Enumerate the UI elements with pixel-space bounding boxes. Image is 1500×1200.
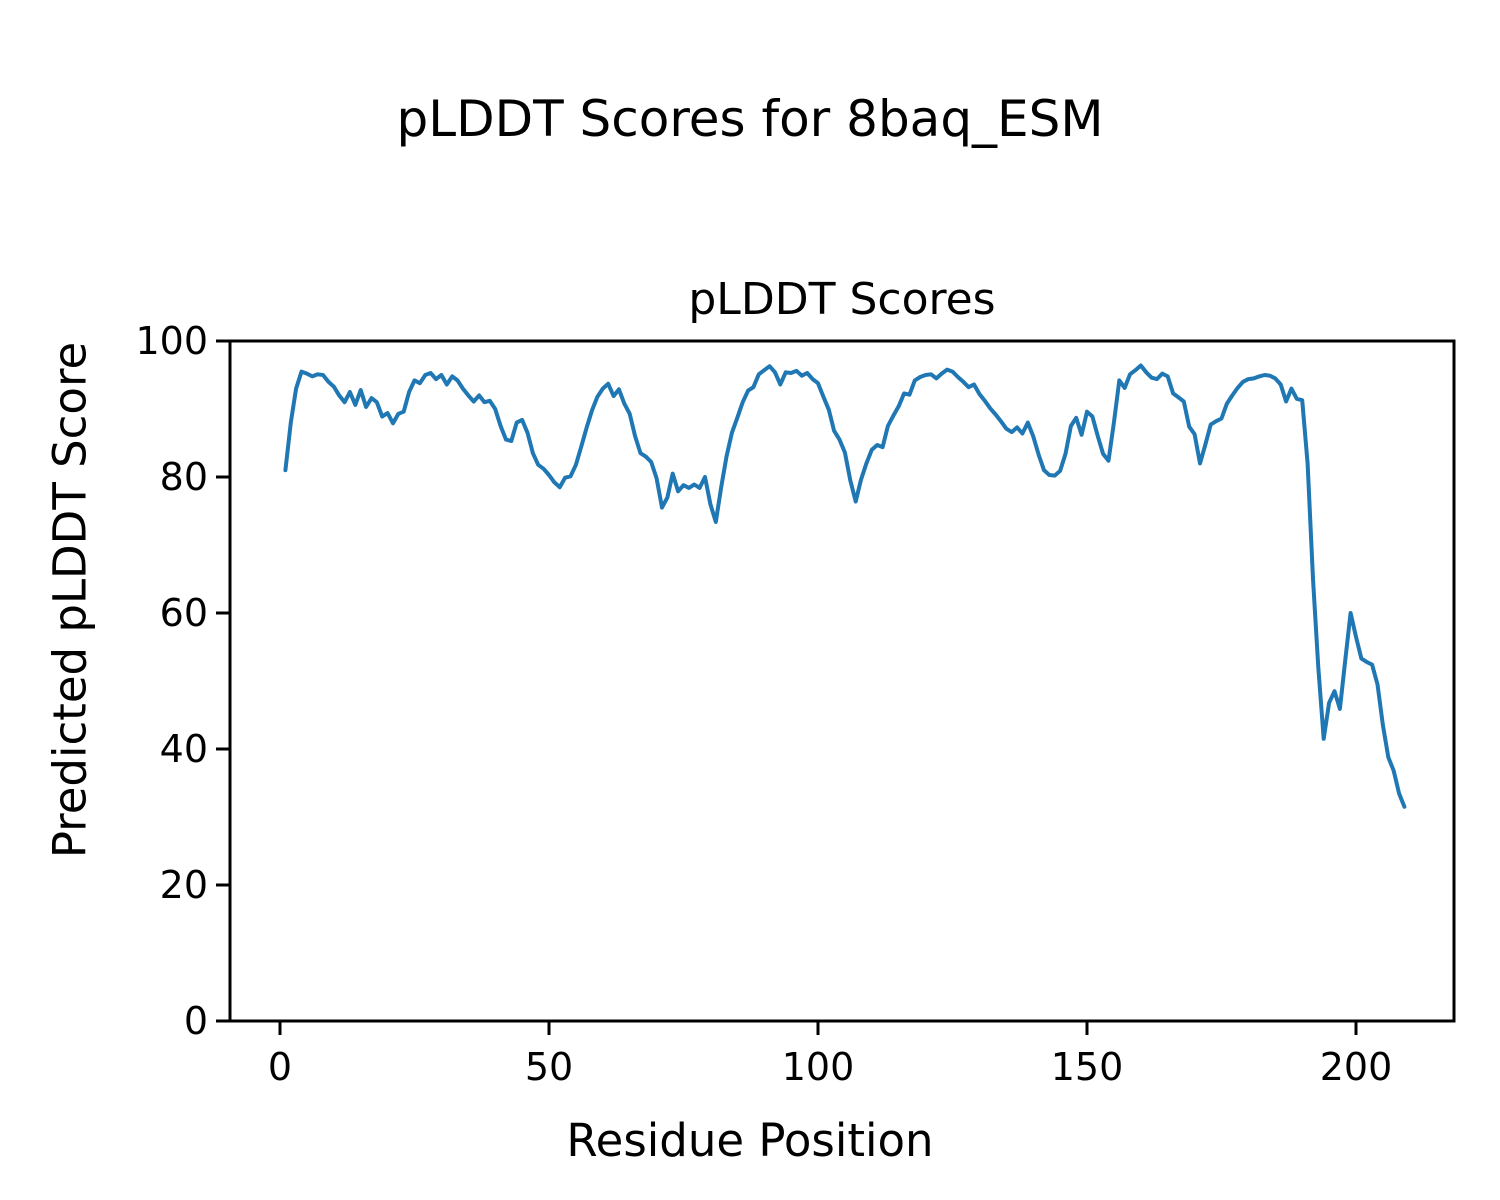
x-tick-label: 200 [1319,1045,1393,1089]
y-axis-label: Predicted pLDDT Score [43,341,97,859]
y-tick-label: 0 [183,999,208,1043]
axes-frame [228,339,1456,1023]
x-tick-label: 100 [781,1045,855,1089]
x-tick-label: 150 [1050,1045,1124,1089]
x-tick-label: 0 [267,1045,293,1089]
x-axis-label: Residue Position [566,1114,934,1167]
y-tick-label: 40 [159,727,208,771]
y-tick-label: 100 [135,319,208,363]
y-tick-label: 80 [159,455,208,499]
y-tick-label: 60 [159,591,208,635]
x-tick-label: 50 [524,1045,574,1089]
axes-title: pLDDT Scores [688,274,996,325]
plddt-line [283,363,1407,809]
y-tick-label: 20 [159,863,208,907]
figure-title: pLDDT Scores for 8baq_ESM [396,90,1104,148]
